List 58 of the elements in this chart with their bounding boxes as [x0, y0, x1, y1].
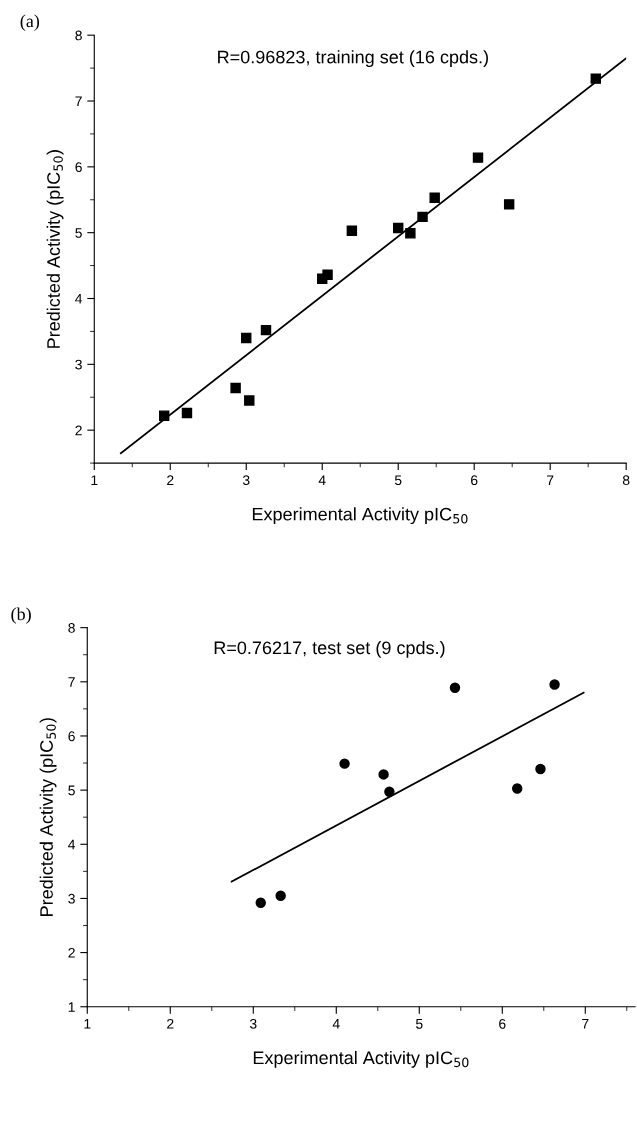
y-tick-label: 7 [68, 677, 75, 687]
x-tick-label: 4 [332, 1019, 340, 1029]
x-tick-label: 2 [167, 1018, 174, 1029]
point [241, 332, 252, 344]
point [339, 758, 350, 769]
y-tick-label: 6 [68, 731, 75, 742]
x-tick-label: 7 [547, 475, 554, 485]
x-tick-label: 6 [471, 475, 478, 486]
x-axis-title: Experimental Activity pIC$_{50}$ [253, 1050, 469, 1068]
point [405, 228, 416, 239]
x-tick-label: 1 [91, 475, 98, 485]
point [346, 225, 358, 236]
point [230, 382, 241, 394]
x-tick-label: 3 [249, 1018, 257, 1029]
x-tick-label: 5 [415, 1019, 423, 1029]
point [449, 682, 461, 693]
y-tick-label: 3 [68, 893, 75, 904]
y-tick-label: 8 [68, 622, 75, 633]
point [181, 407, 193, 419]
point [472, 152, 484, 163]
text: (b) [11, 607, 31, 624]
x-tick-label: 3 [242, 475, 250, 486]
y-tick-label: 4 [75, 293, 83, 304]
point [244, 395, 255, 406]
point [322, 269, 333, 281]
y-tick-label: 2 [68, 947, 75, 958]
y-tick-label: 7 [75, 96, 82, 107]
point [429, 192, 440, 203]
x-tick-label: 2 [167, 475, 174, 485]
y-tick-label: 1 [68, 1002, 75, 1012]
point [260, 324, 272, 336]
point [535, 763, 546, 775]
x-tick-label: 8 [622, 475, 630, 486]
text: (a) [20, 14, 40, 31]
annotation: R=0.96823, training set (16 cpds.) [218, 50, 488, 67]
x-axis-title: Experimental Activity pIC$_{50}$ [252, 507, 468, 525]
y-tick-label: 6 [75, 162, 82, 173]
x-tick-label: 4 [318, 475, 326, 485]
point [512, 783, 523, 794]
x-tick-label: 1 [84, 1019, 91, 1029]
y-tick-label: 4 [68, 839, 76, 850]
point [393, 222, 404, 234]
x-tick-label: 6 [499, 1018, 506, 1029]
point [275, 890, 286, 901]
y-axis-title: Predicted Activity (pIC$_{50}$) [46, 150, 64, 348]
point [378, 769, 389, 780]
x-tick-label: 5 [394, 475, 402, 486]
y-tick-label: 5 [68, 785, 75, 796]
point [503, 199, 515, 210]
point [255, 897, 266, 908]
y-tick-label: 5 [75, 228, 82, 238]
y-tick-label: 2 [75, 425, 82, 436]
y-axis-title: Predicted Activity (pIC$_{50}$) [39, 718, 57, 916]
y-tick-label: 8 [75, 30, 82, 41]
annotation: R=0.76217, test set (9 cpds.) [214, 640, 445, 658]
x-tick-label: 7 [582, 1019, 589, 1029]
point [549, 679, 560, 690]
y-tick-label: 3 [75, 359, 82, 370]
